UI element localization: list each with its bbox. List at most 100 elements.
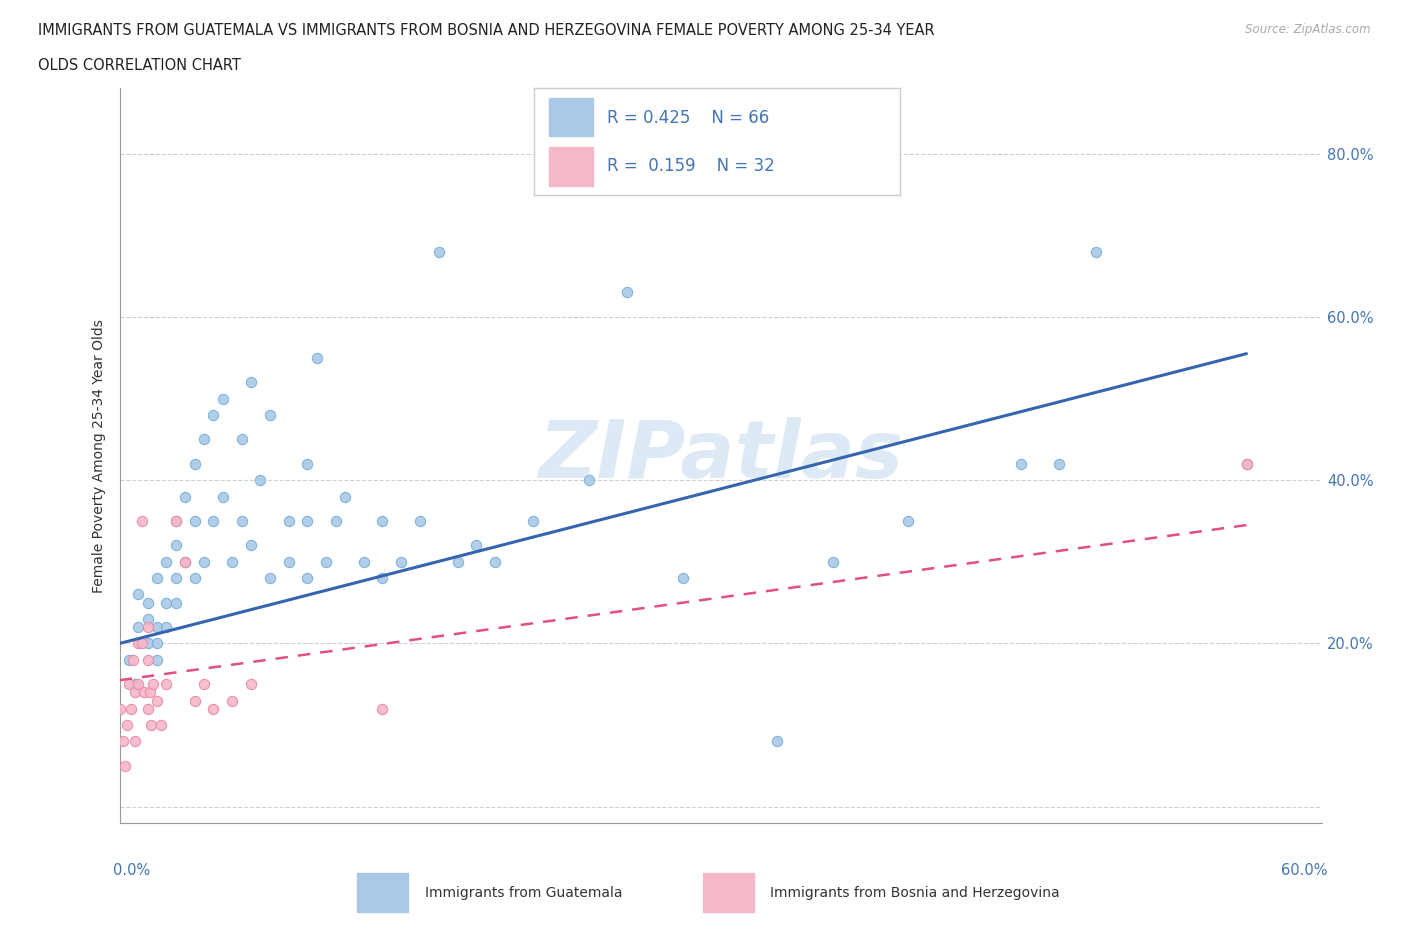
Point [118, 677, 141, 692]
Point [124, 677, 146, 692]
Point [1010, 457, 1032, 472]
Point [138, 685, 160, 700]
Bar [548, 98, 593, 137]
Point [112, 734, 135, 749]
Point [371, 701, 394, 716]
Point [249, 472, 271, 487]
Point [118, 652, 141, 667]
Point [174, 489, 197, 504]
Point [427, 245, 450, 259]
Point [121, 652, 143, 667]
Point [259, 407, 281, 422]
Point [146, 652, 169, 667]
Point [277, 554, 299, 569]
Point [165, 571, 187, 586]
Text: OLDS CORRELATION CHART: OLDS CORRELATION CHART [38, 58, 240, 73]
Text: IMMIGRANTS FROM GUATEMALA VS IMMIGRANTS FROM BOSNIA AND HERZEGOVINA FEMALE POVER: IMMIGRANTS FROM GUATEMALA VS IMMIGRANTS … [38, 23, 935, 38]
Point [202, 407, 225, 422]
Point [277, 513, 299, 528]
Point [127, 636, 149, 651]
Point [155, 619, 177, 634]
Point [484, 554, 506, 569]
Point [389, 554, 412, 569]
Point [183, 693, 205, 708]
Point [353, 554, 375, 569]
Point [141, 718, 163, 733]
Point [823, 554, 845, 569]
Point [136, 619, 159, 634]
Point [115, 718, 138, 733]
Point [240, 677, 263, 692]
Bar [703, 873, 754, 912]
Point [231, 513, 253, 528]
Point [120, 701, 142, 716]
Point [325, 513, 347, 528]
Point [1085, 245, 1108, 259]
Point [202, 701, 225, 716]
Point [297, 457, 319, 472]
Text: Immigrants from Bosnia and Herzegovina: Immigrants from Bosnia and Herzegovina [770, 885, 1060, 900]
Point [333, 489, 356, 504]
Point [155, 595, 177, 610]
Point [616, 285, 638, 299]
Point [165, 595, 187, 610]
Point [136, 636, 159, 651]
Point [146, 636, 169, 651]
Point [193, 432, 215, 446]
Point [165, 513, 187, 528]
Point [297, 513, 319, 528]
Point [897, 513, 920, 528]
Y-axis label: Female Poverty Among 25-34 Year Olds: Female Poverty Among 25-34 Year Olds [93, 319, 107, 592]
Point [1236, 457, 1258, 472]
Point [127, 619, 149, 634]
Point [136, 652, 159, 667]
Point [193, 677, 215, 692]
Bar [548, 147, 593, 186]
Point [1047, 457, 1070, 472]
Point [446, 554, 468, 569]
Point [149, 718, 172, 733]
Text: Source: ZipAtlas.com: Source: ZipAtlas.com [1246, 23, 1371, 36]
Point [297, 571, 319, 586]
Point [136, 701, 159, 716]
Point [165, 538, 187, 553]
Point [183, 513, 205, 528]
Point [108, 701, 131, 716]
Text: Immigrants from Guatemala: Immigrants from Guatemala [425, 885, 621, 900]
Point [1236, 457, 1258, 472]
Point [174, 554, 197, 569]
Point [231, 432, 253, 446]
Point [259, 571, 281, 586]
Point [211, 392, 233, 406]
Point [127, 587, 149, 602]
Point [136, 612, 159, 627]
Point [136, 595, 159, 610]
Point [124, 734, 146, 749]
Point [146, 571, 169, 586]
Point [578, 472, 600, 487]
Point [174, 554, 197, 569]
Point [165, 513, 187, 528]
Text: R = 0.425    N = 66: R = 0.425 N = 66 [607, 109, 769, 126]
Point [155, 677, 177, 692]
Point [146, 619, 169, 634]
Point [127, 677, 149, 692]
Point [672, 571, 695, 586]
Point [114, 759, 136, 774]
Point [305, 351, 328, 365]
Point [240, 375, 263, 390]
Text: 60.0%: 60.0% [1281, 863, 1327, 879]
Point [522, 513, 544, 528]
Bar [357, 873, 408, 912]
Text: R =  0.159    N = 32: R = 0.159 N = 32 [607, 157, 775, 176]
Point [131, 513, 153, 528]
Point [132, 685, 155, 700]
Text: ZIPatlas: ZIPatlas [538, 417, 903, 495]
Point [766, 734, 789, 749]
Text: 0.0%: 0.0% [114, 863, 150, 879]
Point [315, 554, 337, 569]
Point [142, 677, 165, 692]
Point [183, 571, 205, 586]
Point [371, 571, 394, 586]
Point [155, 554, 177, 569]
